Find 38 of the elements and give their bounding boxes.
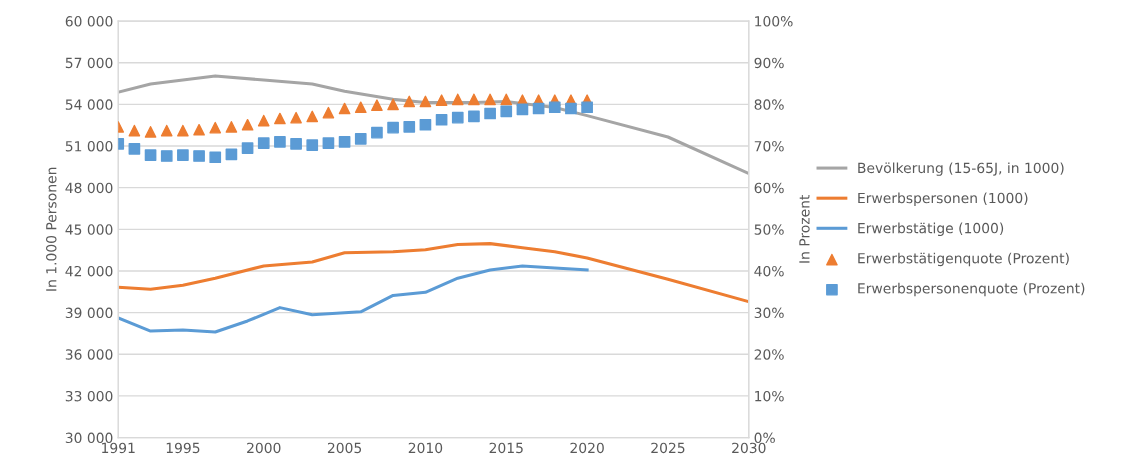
y-tick-label: 48 000: [65, 182, 113, 194]
y2-tick-label: 90%: [754, 57, 784, 69]
legend-label: Erwerbspersonen (1000): [858, 192, 1028, 206]
legend-label: Erwerbstätigenquote (Prozent): [858, 252, 1069, 267]
y-tick-label: 42 000: [65, 265, 113, 277]
legend-label: Erwerbspersonenquote (Prozent): [858, 282, 1085, 297]
y-tick-label: 60 000: [65, 16, 113, 27]
y2-tick-label: 40%: [754, 265, 784, 277]
y-tick-label: 51 000: [65, 140, 113, 152]
x-tick-label: 2005: [327, 442, 362, 454]
y-tick-label: 36 000: [65, 349, 113, 360]
y2-tick-label: 20%: [754, 349, 784, 360]
y2-tick-label: 70%: [754, 140, 784, 152]
y-tick-label: 45 000: [65, 224, 113, 235]
y2-tick-label: 30%: [754, 307, 784, 319]
x-tick-label: 1995: [166, 442, 200, 454]
y-tick-label: 39 000: [65, 307, 113, 319]
x-tick-label: 2025: [651, 442, 685, 454]
y-tick-label: 54 000: [65, 99, 113, 110]
x-tick-label: 2015: [489, 442, 523, 454]
x-tick-label: 1991: [102, 442, 135, 454]
y2-axis-title: In Prozent: [799, 194, 810, 263]
y-tick-label: 33 000: [65, 390, 113, 402]
legend-label: Erwerbstätige (1000): [858, 222, 1004, 237]
x-tick-label: 2020: [570, 442, 604, 454]
y2-tick-label: 80%: [754, 99, 784, 110]
y-tick-label: 30 000: [65, 432, 113, 444]
x-tick-label: 2010: [408, 442, 443, 454]
y2-tick-label: 10%: [755, 390, 784, 402]
legend-label: Bevölkerung (15-65J, in 1000): [858, 162, 1064, 176]
y-axis-title: In 1.000 Personen: [46, 167, 57, 291]
y2-tick-label: 50%: [754, 224, 784, 235]
x-tick-label: 2030: [732, 442, 766, 454]
y-tick-label: 57 000: [65, 57, 113, 69]
x-tick-label: 2000: [247, 442, 281, 454]
y2-tick-label: 60%: [754, 182, 784, 194]
y2-tick-label: 100%: [755, 16, 793, 27]
y2-tick-label: 0%: [754, 432, 775, 444]
